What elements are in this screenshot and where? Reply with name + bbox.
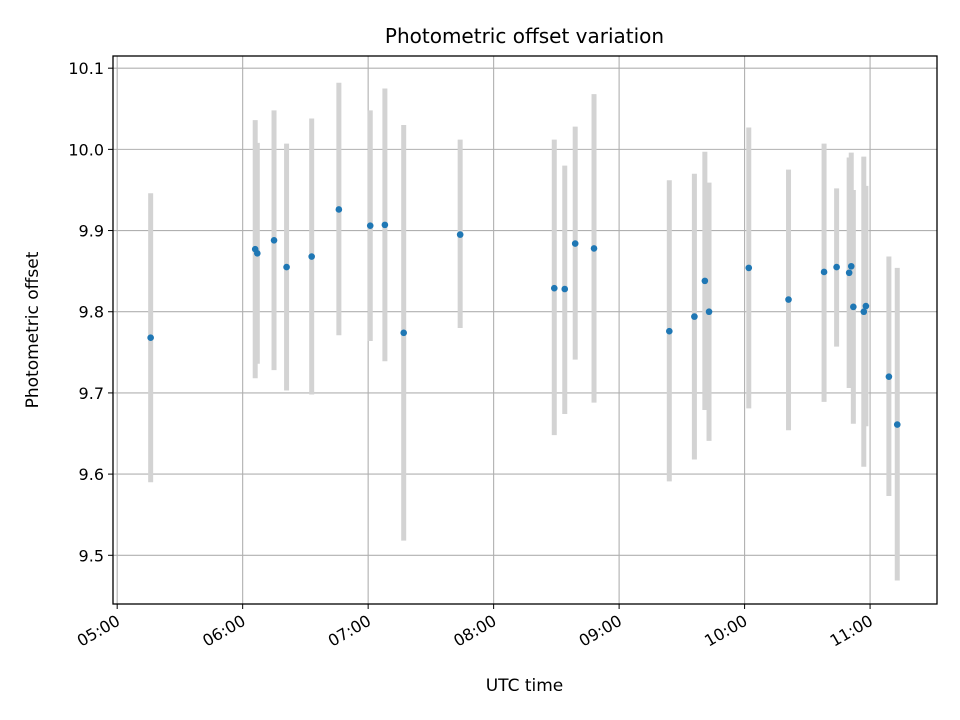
data-point: [283, 263, 290, 271]
y-tick-label: 9.7: [79, 384, 104, 403]
data-point: [701, 277, 709, 285]
data-point: [147, 334, 154, 342]
x-tick-label: 05:00: [74, 611, 123, 651]
x-axis-ticks: 05:00 06:00 07:00 08:00 09:00 10:00 11:00: [74, 604, 876, 651]
data-point: [820, 268, 828, 276]
x-tick-label: 10:00: [701, 611, 750, 651]
data-point: [847, 262, 855, 270]
chart-title: Photometric offset variation: [385, 24, 664, 48]
data-point: [571, 240, 579, 247]
data-point: [893, 421, 901, 428]
y-tick-label: 9.6: [79, 465, 104, 484]
x-axis-label: UTC time: [486, 676, 564, 696]
data-point: [860, 308, 868, 316]
data-point: [550, 284, 558, 292]
data-point: [400, 329, 408, 337]
x-tick-label: 08:00: [450, 611, 499, 651]
x-tick-label: 09:00: [576, 611, 625, 651]
data-point: [666, 327, 673, 335]
y-tick-label: 9.5: [79, 546, 104, 565]
data-point: [833, 263, 840, 271]
y-tick-label: 9.8: [79, 303, 104, 322]
y-tick-label: 10.1: [68, 59, 104, 78]
data-point: [381, 221, 389, 229]
data-point: [691, 313, 698, 320]
data-point: [456, 231, 464, 238]
data-point: [745, 264, 753, 272]
data-point: [308, 253, 315, 260]
data-point: [335, 206, 343, 213]
data-point: [705, 308, 713, 316]
error-bars: [148, 82, 900, 581]
y-axis-label: Photometric offset: [23, 251, 43, 408]
data-point: [885, 373, 893, 380]
data-point: [254, 249, 261, 257]
grid: [113, 56, 937, 604]
data-point: [845, 269, 853, 277]
x-tick-label: 06:00: [199, 611, 248, 651]
x-tick-label: 07:00: [325, 611, 374, 651]
plot-frame: [112, 55, 938, 605]
y-tick-label: 9.9: [79, 222, 104, 241]
data-point: [850, 303, 857, 311]
x-tick-label: 11:00: [827, 611, 876, 651]
data-point: [270, 236, 278, 244]
data-points: [147, 206, 901, 428]
data-point: [590, 245, 598, 252]
data-point: [785, 296, 792, 303]
y-tick-label: 10.0: [68, 140, 104, 159]
data-point: [862, 302, 870, 310]
y-axis-ticks: 9.5 9.6 9.7 9.8 9.9 10.0 10.1: [68, 59, 113, 565]
data-point: [366, 222, 374, 229]
data-point: [561, 285, 569, 293]
